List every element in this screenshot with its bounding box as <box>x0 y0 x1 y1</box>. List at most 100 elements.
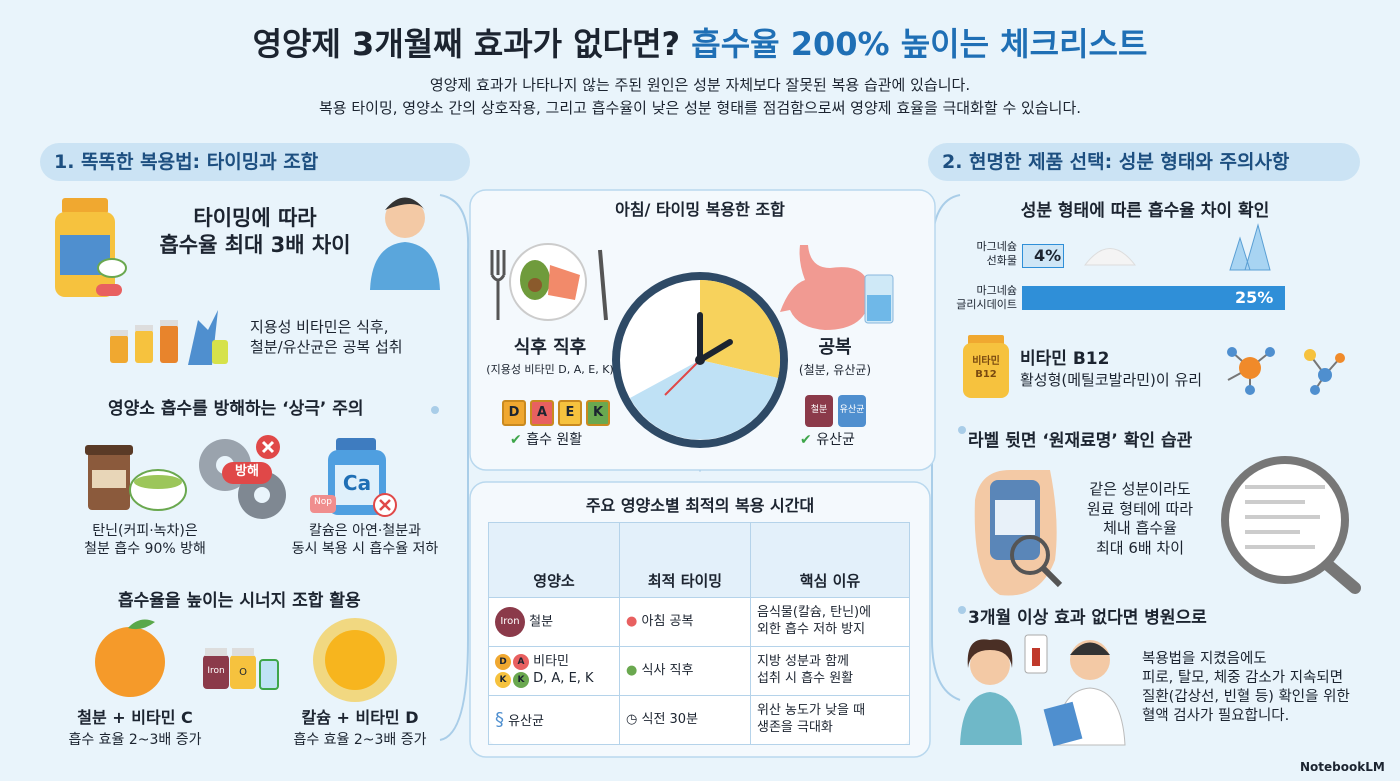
bar-label: 4% <box>1034 246 1062 265</box>
combo-name: 철분 + 비타민 C <box>77 708 193 727</box>
cell: 위산 농도가 낮을 때 생존을 극대화 <box>750 695 910 745</box>
conflict-title: 영양소 흡수를 방해하는 ‘상극’ 주의 <box>108 399 364 419</box>
timing-note: 지용성 비타민은 식후, 철분/유산균은 공복 섭취 <box>250 318 403 356</box>
bottle-label: Iron <box>207 666 225 676</box>
label-title: 라벨 뒷면 ‘원재료명’ 확인 습관 <box>968 431 1193 451</box>
bottle-label: Ca <box>342 471 372 495</box>
synergy-title: 흡수율을 높이는 시너지 조합 활용 <box>118 591 361 611</box>
cell: 지방 성분과 함께 섭취 시 흡수 원활 <box>750 645 910 697</box>
bottle-cap <box>62 198 108 214</box>
calcium-note: 칼슘은 아연·철분과 동시 복용 시 흡수율 저하 <box>291 523 439 558</box>
letter-box: A <box>530 400 554 426</box>
after-meal-sub: (지용성 비타민 D, A, E, K) <box>486 363 614 376</box>
calcium-bottle <box>310 438 397 517</box>
dot <box>431 406 439 414</box>
bottle-label: O <box>239 667 247 678</box>
gears <box>199 435 286 519</box>
check-text: 유산균 <box>816 432 855 448</box>
cell: 식전 30분 <box>641 711 699 727</box>
table-row: Iron 철분 ● 아침 공복 음식물(칼슘, 탄닌)에 외한 흡수 저하 방지 <box>488 597 910 647</box>
connector <box>439 194 470 741</box>
hair <box>385 197 425 210</box>
section-heading: 2. 현명한 제품 선택: 성분 형태와 주의사항 <box>928 143 1360 181</box>
cell: 음식물(칼슘, 탄닌)에 외한 흡수 저하 방지 <box>750 597 910 647</box>
b12-note: 활성형(메틸코발라민)이 유리 <box>1020 371 1203 389</box>
letter-dot: A <box>513 653 529 670</box>
clock <box>612 272 788 448</box>
bar <box>1022 244 1065 268</box>
meal <box>490 243 608 321</box>
forms-title: 성분 형태에 따른 흡수율 차이 확인 <box>1020 201 1270 221</box>
after-meal-label: 식후 직후 <box>513 337 587 358</box>
b12-bottle <box>963 343 1009 398</box>
center-heading: 아침/ 타이밍 복용한 조합 <box>615 200 785 219</box>
form-name: 마그네슘 선화물 <box>976 240 1017 268</box>
capsule <box>96 284 122 296</box>
drinks <box>85 445 187 511</box>
th: 핵심 이유 <box>750 522 910 598</box>
hand-bottle <box>974 470 1063 596</box>
icon: Iron <box>495 606 525 637</box>
form-name: 마그네슘 글리시데이트 <box>956 284 1017 312</box>
letter-box: K <box>586 400 610 426</box>
hospital-title: 3개월 이상 효과 없다면 병원으로 <box>968 608 1207 628</box>
th: 최적 타이밍 <box>619 522 751 598</box>
cell: 비타민 D, A, E, K <box>533 654 594 686</box>
cell: 유산균 <box>508 714 545 730</box>
subtitle: 영양제 효과가 나타나지 않는 주된 원인은 성분 자체보다 잘못된 복용 습관… <box>429 76 971 94</box>
check: ✔ 유산균 <box>800 432 855 448</box>
title-highlight: 흡수율 200% 높이는 체크리스트 <box>691 25 1148 63</box>
crystal <box>1229 223 1271 271</box>
b12-name: 비타민 B12 <box>1020 349 1110 369</box>
badge: 방해 <box>235 464 259 479</box>
person-head <box>385 198 425 238</box>
bottle-label: 철분 <box>810 405 828 415</box>
cell: 식사 직후 <box>641 662 694 678</box>
check: ✔ 흡수 원활 <box>510 432 583 448</box>
sun <box>313 618 397 702</box>
empty-sub: (철분, 유산균) <box>798 363 872 377</box>
td: ◷ 식전 30분 <box>619 695 751 745</box>
timing-title: 타이밍에 따라 흡수율 최대 3배 차이 <box>159 206 351 258</box>
tannin-note: 탄닌(커피·녹차)은 철분 흡수 90% 방해 <box>84 523 206 558</box>
dot <box>958 426 966 434</box>
table-header: 영양소 최적 타이밍 핵심 이유 <box>488 522 910 598</box>
small-bottles <box>110 310 228 365</box>
combo-effect: 흡수 효율 2~3배 증가 <box>68 732 202 748</box>
subtitle: 복용 타이밍, 영양소 간의 상호작용, 그리고 흡수율이 낮은 성분 형태를 … <box>318 99 1082 117</box>
bar <box>1022 286 1285 310</box>
tag: Nop <box>314 497 332 507</box>
synergy-bottles <box>203 648 279 690</box>
empty-bottles <box>805 395 866 427</box>
th: 영양소 <box>488 522 620 598</box>
td: Iron 철분 <box>488 597 620 647</box>
bottle-label: 유산균 <box>839 405 865 415</box>
doctor-patient <box>960 634 1126 747</box>
stomach <box>780 245 894 330</box>
letter-dot: D <box>495 653 511 670</box>
orange <box>95 619 165 697</box>
letter-dot: K <box>513 671 529 688</box>
combo-effect: 흡수 효율 2~3배 증가 <box>293 732 427 748</box>
cell: 철분 <box>529 614 554 630</box>
title: 영양제 3개월째 효과가 없다면? 흡수율 200% 높이는 체크리스트 <box>0 24 1400 66</box>
connector <box>931 194 961 701</box>
pill <box>97 258 127 278</box>
bottle-label: 비타민 B12 <box>972 356 1000 380</box>
letter-dot: K <box>495 671 511 688</box>
check-text: 흡수 원활 <box>526 432 583 448</box>
cell: 아침 공복 <box>641 613 694 629</box>
bottle-cap <box>968 335 1004 345</box>
label-magnifier <box>1221 456 1361 594</box>
bar-label: 25% <box>1235 288 1274 307</box>
timing-table: 영양소 최적 타이밍 핵심 이유 Iron 철분 ● 아침 공복 음식물(칼슘,… <box>488 522 910 745</box>
powder <box>1083 248 1137 266</box>
table-row: § 유산균 ◷ 식전 30분 위산 농도가 낮을 때 생존을 극대화 <box>488 695 910 745</box>
brand: NotebookLM <box>1300 760 1385 774</box>
person-body <box>370 242 440 290</box>
